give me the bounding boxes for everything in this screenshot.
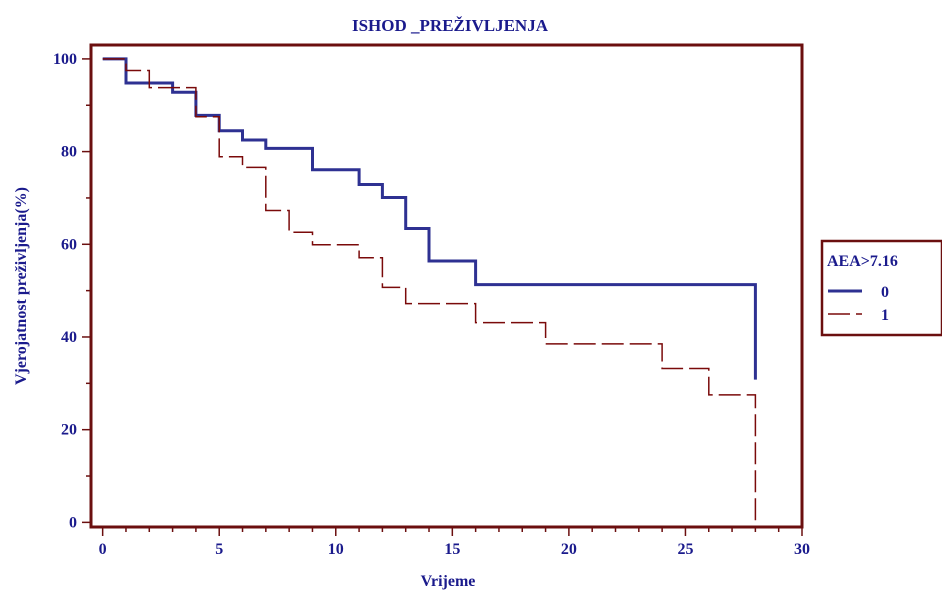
plot-area [102,57,757,523]
x-tick-label: 20 [561,541,577,558]
x-tick-label: 10 [328,541,344,558]
y-axis-label: Vjerojatnost preživljenja(%) [13,187,30,385]
legend-label-0: 0 [881,284,889,301]
legend: AEA>7.16 0 1 [820,239,942,337]
y-tick-label: 100 [53,51,77,68]
y-tick-label: 0 [69,514,77,531]
y-tick-label: 60 [61,236,77,253]
series-line-0 [102,57,757,380]
x-tick-label: 30 [794,541,810,558]
chart-title: ISHOD _PREŽIVLJENJA [352,16,549,35]
legend-box [820,239,942,337]
y-tick-label: 80 [61,144,77,161]
y-tick-label: 40 [61,329,77,346]
x-tick-label: 25 [677,541,693,558]
x-tick-label: 0 [99,541,107,558]
series-line-1 [102,58,757,523]
y-tick-label: 20 [61,422,77,439]
x-axis-label: Vrijeme [421,573,476,590]
x-tick-label: 15 [444,541,460,558]
legend-label-1: 1 [881,307,889,324]
axes: 0 5 10 15 20 25 30 0 20 40 60 80 100 [53,51,810,558]
plot-frame [89,43,804,529]
x-tick-label: 5 [215,541,223,558]
legend-title: AEA>7.16 [827,253,898,270]
